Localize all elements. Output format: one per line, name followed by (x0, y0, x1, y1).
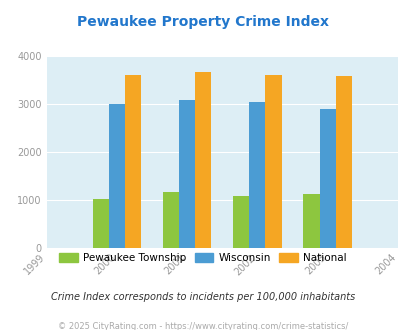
Legend: Pewaukee Township, Wisconsin, National: Pewaukee Township, Wisconsin, National (55, 248, 350, 267)
Bar (179, 100, 195, 248)
Bar (303, 194, 319, 248)
Bar (162, 191, 179, 248)
Bar (232, 196, 249, 248)
Bar (319, 109, 335, 248)
Text: Pewaukee Property Crime Index: Pewaukee Property Crime Index (77, 15, 328, 29)
Bar (335, 76, 351, 248)
Text: Crime Index corresponds to incidents per 100,000 inhabitants: Crime Index corresponds to incidents per… (51, 292, 354, 302)
Bar (249, 102, 265, 248)
Bar (125, 75, 141, 248)
Bar (195, 72, 211, 248)
Bar (265, 75, 281, 248)
Bar (92, 199, 109, 248)
Text: © 2025 CityRating.com - https://www.cityrating.com/crime-statistics/: © 2025 CityRating.com - https://www.city… (58, 322, 347, 330)
Bar (109, 104, 125, 248)
